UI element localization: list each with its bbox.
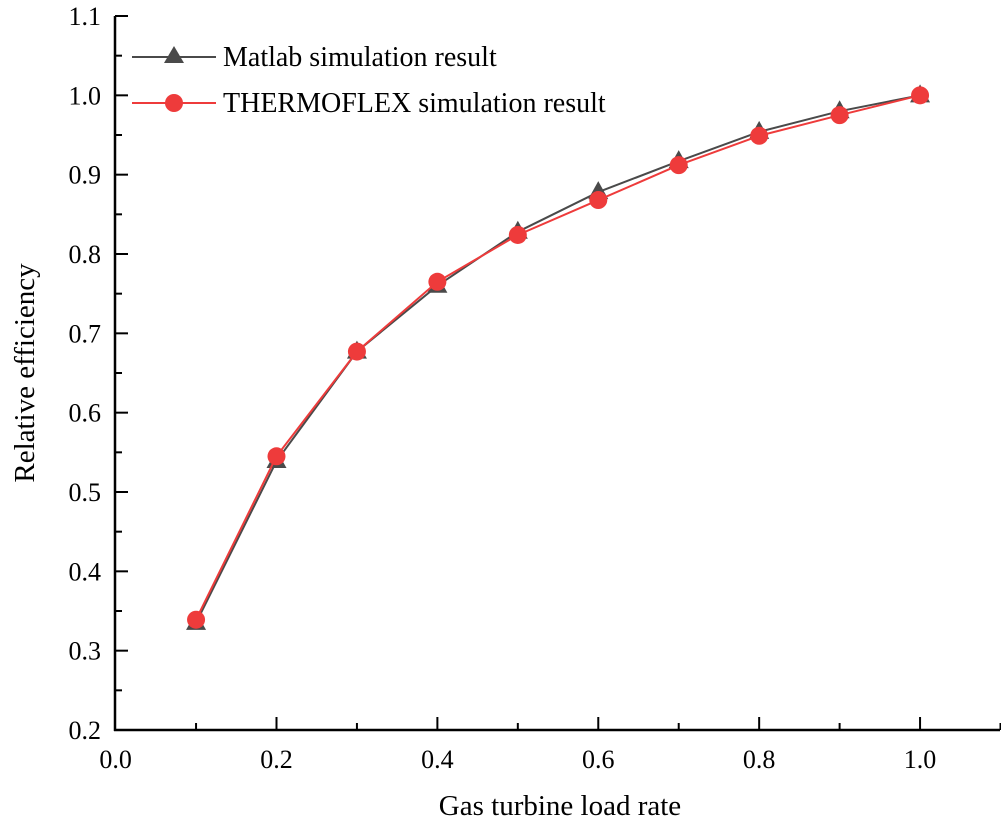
legend-label-thermoflex: THERMOFLEX simulation result xyxy=(223,88,606,119)
y-tick-label: 1.0 xyxy=(69,81,102,110)
data-point-circle xyxy=(187,610,206,629)
y-tick-label: 0.6 xyxy=(69,399,102,428)
legend: Matlab simulation result THERMOFLEX simu… xyxy=(132,42,606,119)
y-axis-title: Relative efficiency xyxy=(9,263,41,483)
y-tick-label: 0.8 xyxy=(69,240,102,269)
x-ticks: 0.0 0.2 0.4 0.6 0.8 1.0 xyxy=(99,717,1001,774)
data-point-circle xyxy=(750,126,769,145)
y-tick-label: 1.1 xyxy=(69,2,102,31)
data-point-circle xyxy=(911,86,930,105)
data-point-circle xyxy=(830,106,849,125)
legend-circle-icon xyxy=(165,94,183,112)
x-tick-label: 0.0 xyxy=(99,745,132,774)
x-tick-label: 0.8 xyxy=(743,745,776,774)
legend-label-matlab: Matlab simulation result xyxy=(223,42,497,73)
data-point-circle xyxy=(669,156,688,175)
series-line xyxy=(195,94,921,624)
data-point-circle xyxy=(589,191,608,210)
x-tick-label: 0.4 xyxy=(421,745,454,774)
series-thermoflex xyxy=(187,86,930,629)
y-tick-label: 0.2 xyxy=(69,716,102,745)
axes: 0.20.30.40.50.60.70.80.91.01.1 0.0 0.2 0.4… xyxy=(69,2,1001,774)
y-tick-label: 0.9 xyxy=(69,161,102,190)
y-tick-label: 0.5 xyxy=(69,478,102,507)
x-tick-label: 1.0 xyxy=(904,745,937,774)
legend-item-thermoflex: THERMOFLEX simulation result xyxy=(132,88,606,119)
series-line xyxy=(195,94,921,621)
series-matlab xyxy=(186,84,931,630)
y-tick-label: 0.4 xyxy=(69,557,102,586)
plot-area xyxy=(186,84,931,630)
x-tick-label: 0.2 xyxy=(260,745,293,774)
data-point-circle xyxy=(347,342,366,361)
y-tick-label: 0.3 xyxy=(69,637,102,666)
data-point-circle xyxy=(267,447,286,466)
data-point-circle xyxy=(428,272,447,291)
y-ticks: 0.2 0.3 0.4 0.5 0.6 0.7 0.8 0.9 1.0 1.1 xyxy=(69,2,128,745)
legend-item-matlab: Matlab simulation result xyxy=(132,42,497,73)
data-point-circle xyxy=(508,225,527,244)
x-tick-label: 0.6 xyxy=(582,745,615,774)
x-axis-title: Gas turbine load rate xyxy=(439,790,681,822)
legend-triangle-icon xyxy=(164,46,184,63)
y-tick-label: 0.7 xyxy=(69,319,102,348)
